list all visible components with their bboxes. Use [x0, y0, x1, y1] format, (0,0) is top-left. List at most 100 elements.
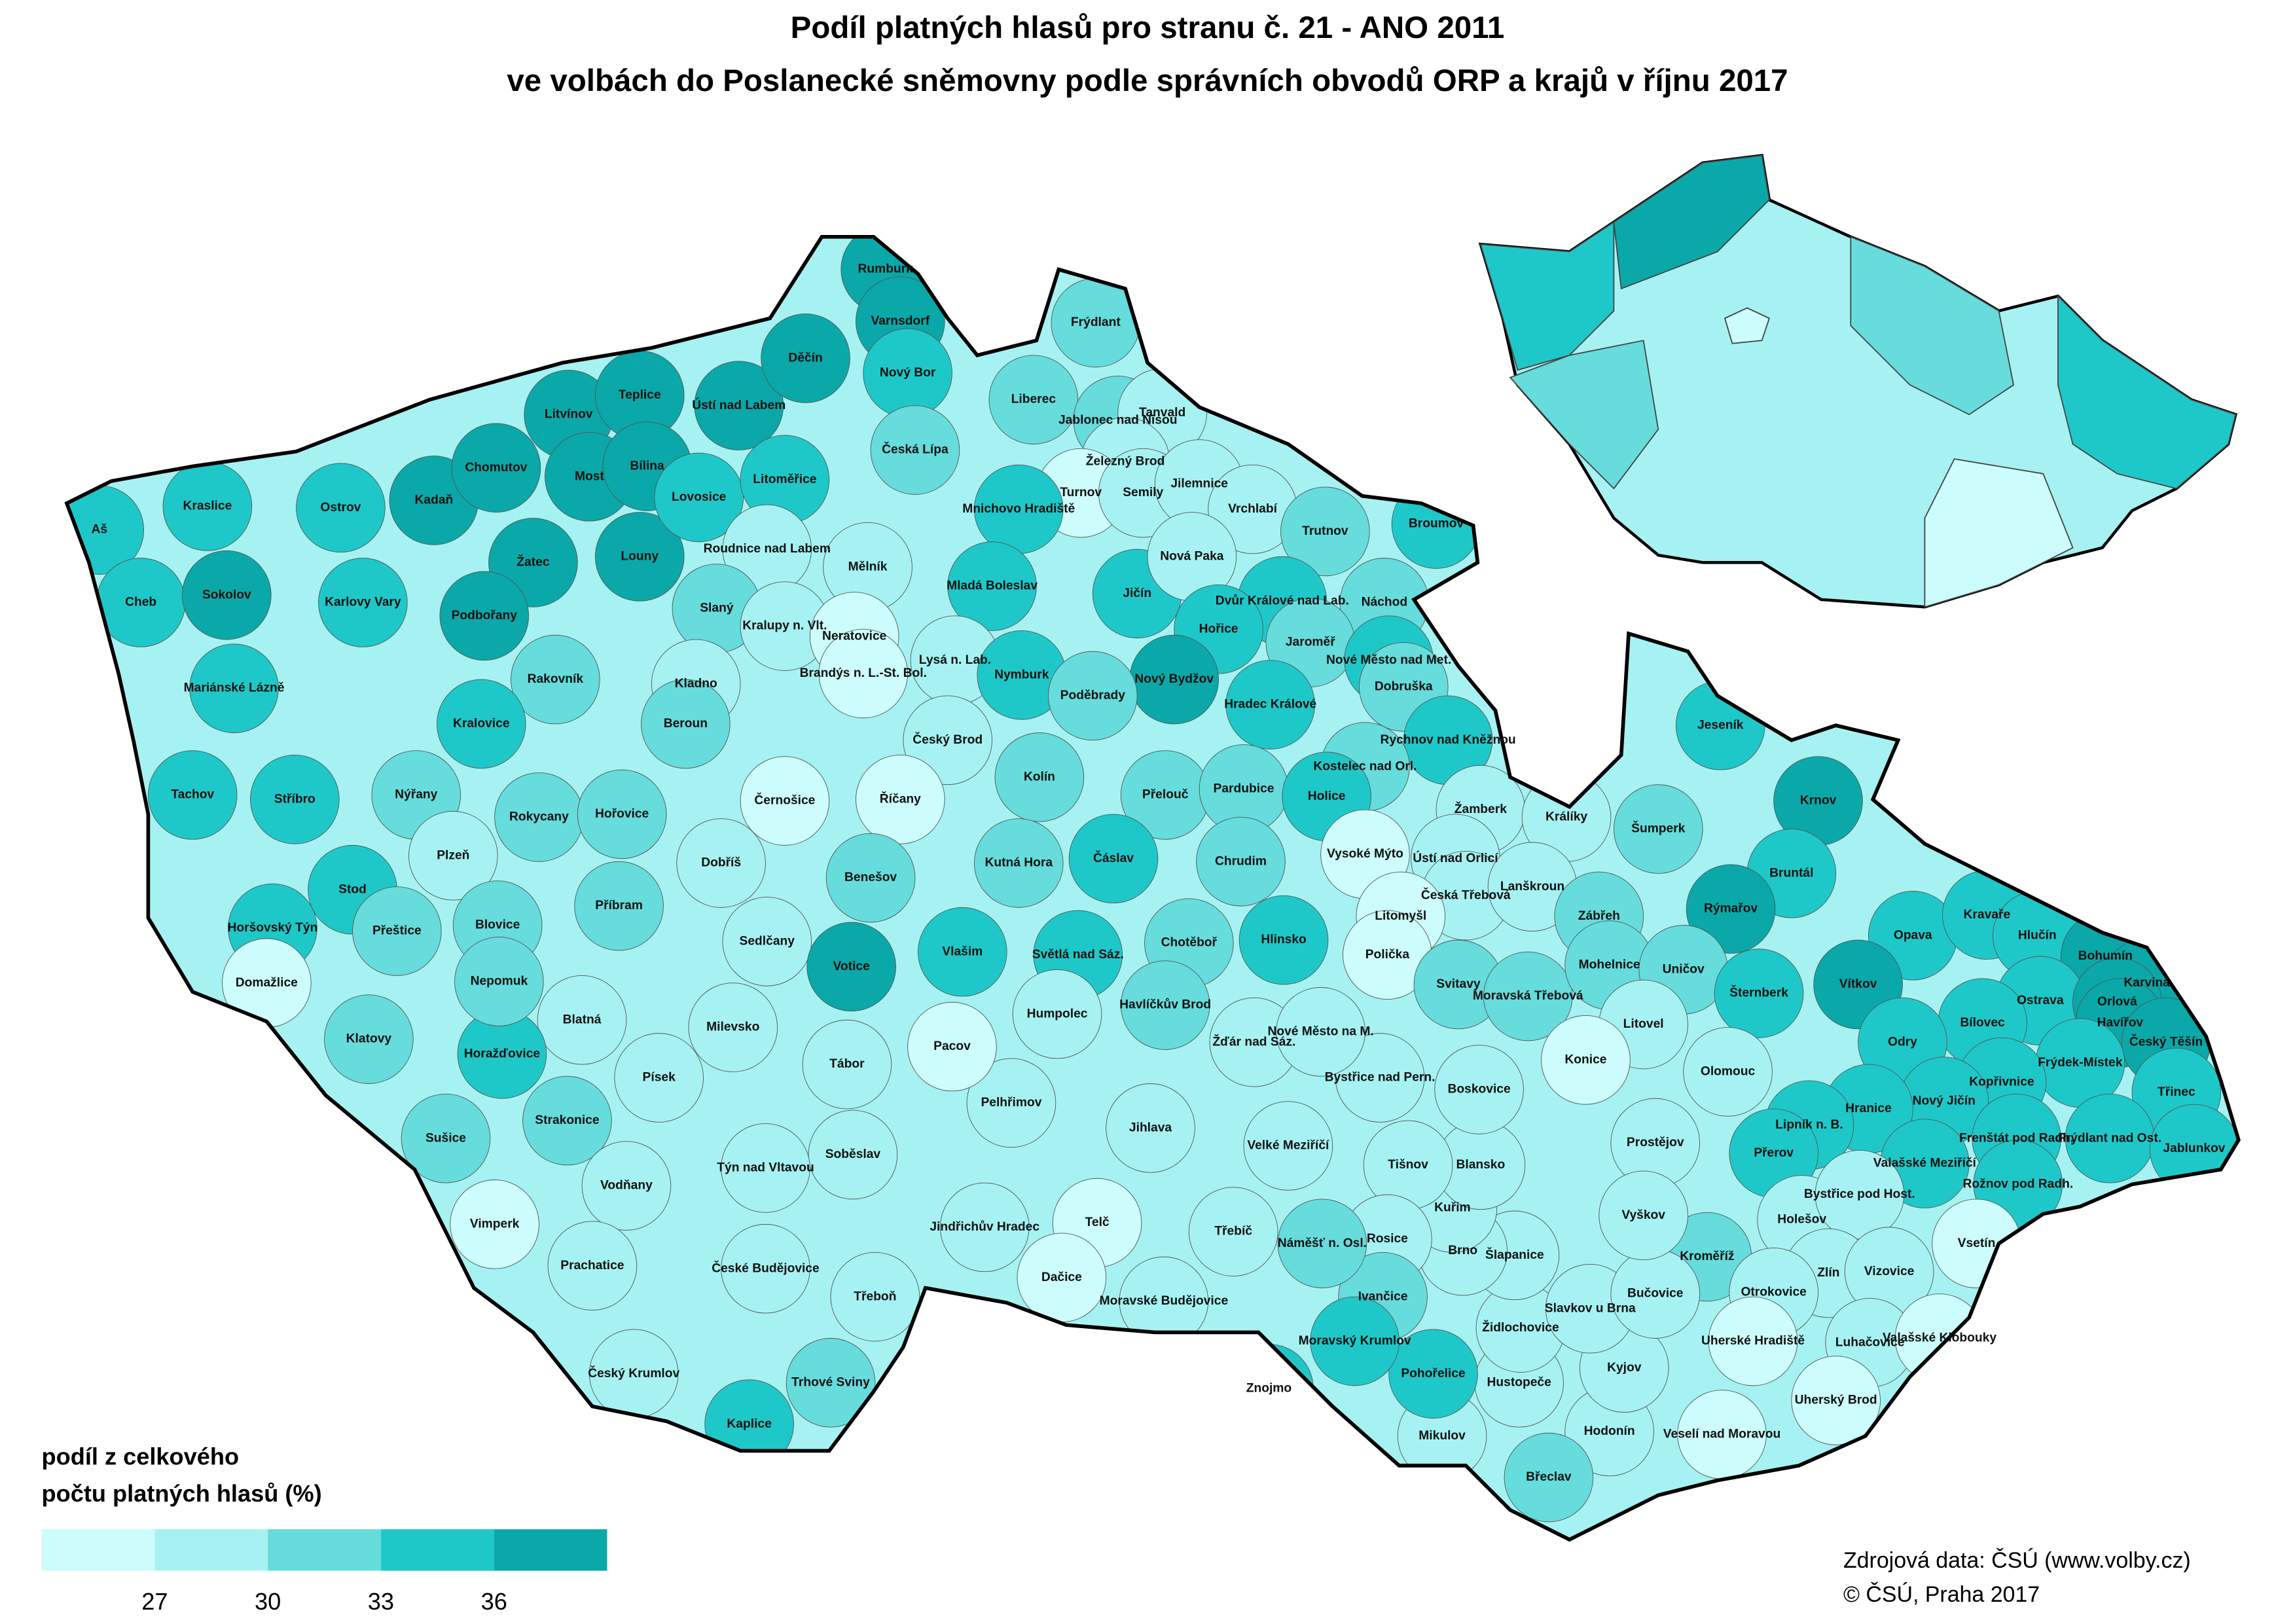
orp-label: Kroměříž: [1680, 1250, 1734, 1263]
orp-label: Příbram: [595, 899, 643, 912]
orp-label: Nový Bydžov: [1134, 672, 1214, 686]
inset-map: [1478, 153, 2237, 609]
orp-label: Most: [575, 469, 604, 483]
orp-area: [1791, 1356, 1881, 1445]
orp-area: [907, 1001, 997, 1092]
orp-label: Jindřichův Hradec: [930, 1220, 1039, 1234]
orp-label: Vizovice: [1864, 1265, 1915, 1278]
orp-label: Jablonec nad Nisou: [1058, 413, 1178, 427]
orp-label: Plzeň: [437, 848, 469, 862]
orp-area: [147, 750, 238, 840]
orp-label: Kladno: [675, 677, 717, 691]
orp-area: [1196, 816, 1286, 907]
orp-area: [1243, 1101, 1333, 1191]
legend-tick-label: 30: [255, 1588, 281, 1615]
orp-area: [547, 1221, 638, 1310]
orp-label: Zlín: [1817, 1266, 1839, 1280]
orp-label: Teplice: [619, 388, 661, 402]
orp-label: Čáslav: [1093, 851, 1134, 865]
orp-area: [802, 1019, 892, 1110]
orp-label: Milevsko: [706, 1020, 759, 1034]
orp-area: [401, 1093, 491, 1183]
orp-label: Neratovice: [822, 630, 887, 643]
orp-label: Chomutov: [465, 461, 527, 475]
orp-label: Moravský Krumlov: [1299, 1334, 1411, 1348]
orp-label: Odry: [1888, 1035, 1917, 1049]
orp-label: Holešov: [1777, 1213, 1826, 1227]
orp-label: Boskovice: [1448, 1083, 1511, 1096]
orp-label: Uherské Hradiště: [1701, 1334, 1805, 1348]
orp-label: Bílina: [630, 459, 664, 473]
orp-label: Litovel: [1623, 1017, 1664, 1031]
orp-area: [721, 1123, 810, 1213]
orp-area: [581, 1141, 672, 1231]
orp-label: Blatná: [563, 1013, 602, 1026]
orp-label: Mikulov: [1419, 1429, 1466, 1443]
orp-area: [1714, 948, 1804, 1038]
orp-label: Strakonice: [535, 1113, 600, 1127]
orp-label: Dobříš: [701, 856, 741, 870]
orp-label: Český Krumlov: [588, 1366, 679, 1380]
orp-area: [1120, 960, 1210, 1050]
orp-label: Broumov: [1409, 517, 1464, 531]
orp-area: [1012, 969, 1102, 1059]
orp-label: Kravaře: [1964, 908, 2011, 922]
orp-area: [324, 994, 414, 1084]
orp-label: Bílovec: [1960, 1016, 2005, 1030]
orp-label: Králíky: [1545, 810, 1587, 823]
orp-area: [408, 810, 498, 901]
orp-area: [537, 975, 627, 1065]
orp-area: [181, 550, 272, 640]
orp-area: [318, 558, 408, 647]
orp-label: Nymburk: [994, 668, 1049, 681]
legend-swatch: [268, 1529, 381, 1571]
legend-title: počtu platných hlasů (%): [42, 1480, 322, 1507]
orp-areas: [67, 236, 2239, 1523]
orp-label: Horažďovice: [464, 1047, 541, 1060]
orp-label: Hořice: [1199, 622, 1238, 636]
orp-label: Náměšť n. Osl.: [1278, 1236, 1367, 1250]
orp-label: Blovice: [475, 918, 520, 932]
orp-label: Aš: [91, 523, 107, 537]
title: ve volbách do Poslanecké sněmovny podle …: [507, 63, 1788, 98]
orp-area: [761, 314, 850, 403]
orp-label: Kralupy n. Vlt.: [742, 619, 827, 633]
orp-label: Vsetín: [1958, 1236, 1996, 1250]
orp-label: Český Těšín: [2129, 1034, 2203, 1049]
orp-area: [1541, 1015, 1631, 1105]
orp-label: Valašské Meziříčí: [1873, 1157, 1977, 1170]
orp-label: Poděbrady: [1060, 689, 1126, 702]
orp-label: Hradec Králové: [1224, 698, 1316, 712]
orp-label: Chotěboř: [1161, 936, 1218, 950]
orp-label: Uherský Brod: [1795, 1394, 1877, 1407]
orp-area: [740, 756, 830, 846]
orp-label: Vítkov: [1839, 977, 1877, 991]
orp-label: Domažlice: [236, 976, 298, 990]
orp-area: [917, 907, 1007, 997]
orp-label: Pardubice: [1214, 782, 1274, 796]
orp-label: Rakovník: [528, 672, 584, 686]
orp-area: [966, 1058, 1057, 1148]
orp-label: Klatovy: [346, 1032, 392, 1046]
orp-label: Nové Město na M.: [1267, 1024, 1373, 1038]
orp-label: Kaplice: [727, 1417, 772, 1431]
orp-label: Hodonín: [1584, 1424, 1635, 1438]
orp-label: Bohumín: [2078, 949, 2133, 963]
orp-area: [721, 1223, 810, 1314]
orp-area: [641, 679, 731, 769]
orp-area: [1708, 1296, 1798, 1386]
orp-area: [1686, 864, 1776, 954]
orp-label: Vlašim: [942, 945, 983, 958]
orp-label: Rýmařov: [1704, 902, 1758, 916]
orp-label: Jihlava: [1129, 1121, 1172, 1134]
orp-label: Rožnov pod Radh.: [1962, 1177, 2073, 1191]
orp-label: Orlová: [2097, 995, 2137, 1009]
orp-label: Nové Město nad Met.: [1326, 653, 1451, 667]
source: Zdrojová data: ČSÚ (www.volby.cz): [1843, 1548, 2191, 1573]
orp-label: Bystřice nad Pern.: [1325, 1071, 1436, 1085]
source: © ČSÚ, Praha 2017: [1843, 1582, 2040, 1607]
orp-label: Svitavy: [1436, 977, 1481, 991]
orp-label: Jeseník: [1697, 718, 1744, 732]
